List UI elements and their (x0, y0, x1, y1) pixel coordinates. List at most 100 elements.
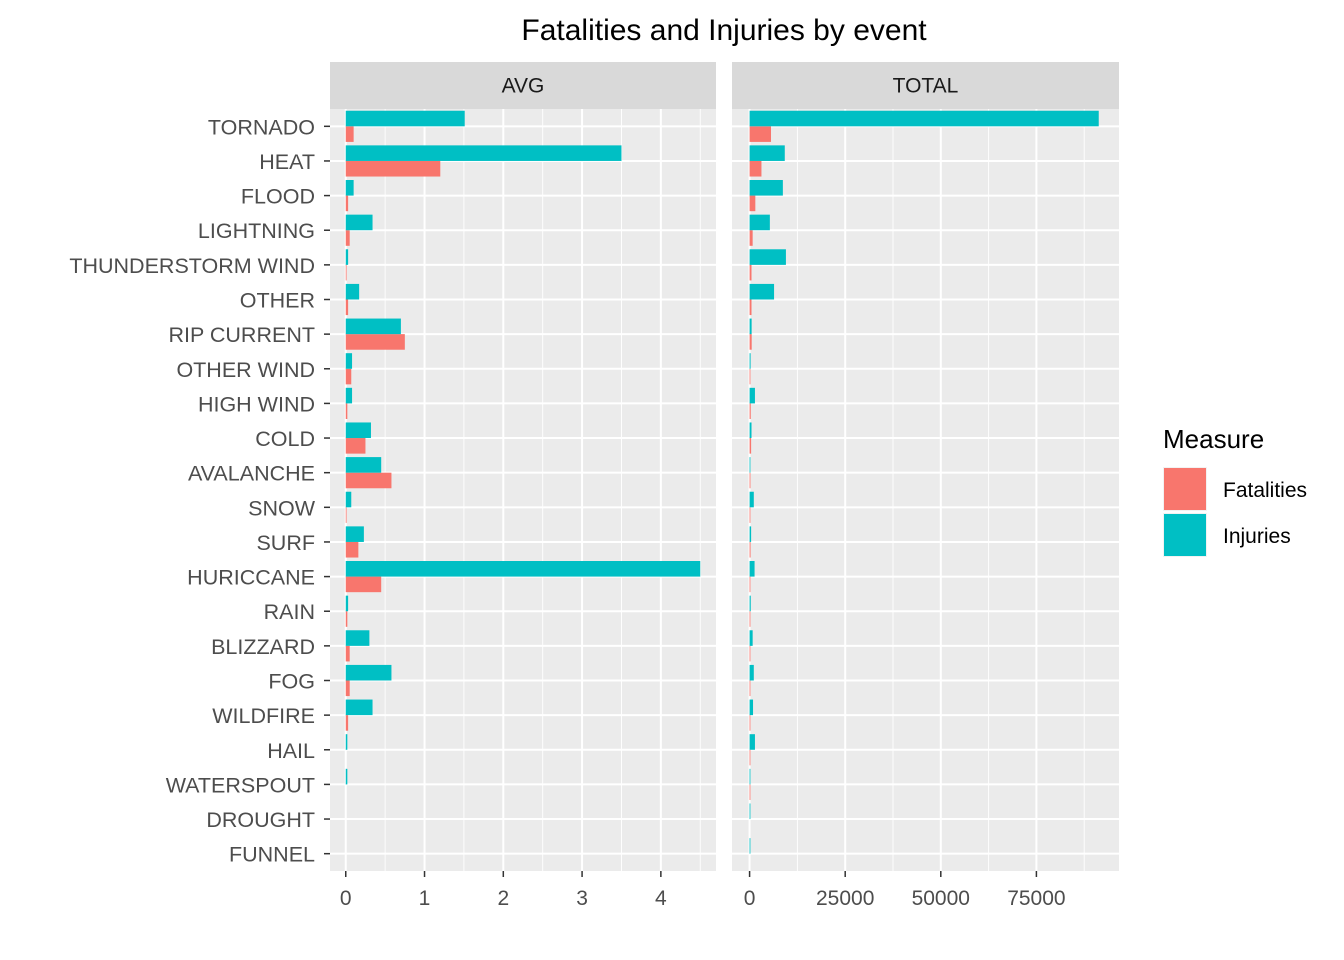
bar-fatalities-wildfire (345, 715, 349, 731)
bar-fatalities-flood (345, 195, 349, 212)
bar-injuries-waterspout (749, 768, 751, 785)
category-label: DROUGHT (206, 808, 315, 832)
category-label: SURF (256, 531, 315, 555)
bar-fatalities-rain (345, 611, 348, 627)
bar-fatalities-cold (749, 438, 752, 454)
bar-fatalities-snow (749, 507, 751, 523)
bar-injuries-heat (345, 145, 622, 161)
bar-injuries-other (749, 283, 775, 300)
category-label: AVALANCHE (188, 462, 315, 486)
bar-injuries-snow (345, 491, 352, 508)
bar-injuries-blizzard (345, 630, 370, 646)
bar-injuries-wildfire (749, 699, 754, 716)
bar-fatalities-blizzard (749, 645, 751, 662)
category-label: TORNADO (208, 115, 315, 139)
category-label: WILDFIRE (212, 704, 315, 728)
panel-total: TOTAL 0 25000 50000 75000 (732, 62, 1119, 910)
bar-fatalities-other-wind (749, 368, 751, 385)
bar-injuries-other (345, 283, 360, 300)
bar-fatalities-flood (749, 195, 756, 212)
category-axis: TORNADO HEAT FLOOD LIGHTNING THUNDERSTORM WI… (69, 115, 330, 867)
bar-injuries-hail (345, 734, 348, 750)
facet-strip (330, 62, 716, 109)
bar-fatalities-fog (345, 680, 350, 697)
bar-injuries-flood (749, 180, 783, 196)
category-label: HIGH WIND (198, 392, 315, 416)
category-label: RIP CURRENT (168, 323, 315, 347)
bar-fatalities-huriccane (749, 576, 751, 593)
bar-injuries-fog (749, 664, 754, 681)
bar-injuries-huriccane (749, 561, 755, 577)
facet-panels: AVG 0 1 2 3 4 TOTAL 0 25000 50000 75000 (330, 62, 1119, 910)
bar-injuries-surf (749, 526, 752, 542)
bar-injuries-thunderstorm-wind (345, 249, 349, 265)
category-label: RAIN (264, 600, 315, 624)
bar-injuries-cold (749, 422, 752, 439)
facet-strip-label: TOTAL (893, 75, 959, 98)
bar-fatalities-thunderstorm-wind (345, 264, 347, 281)
bar-fatalities-lightning (345, 230, 350, 246)
category-label: OTHER (240, 289, 315, 313)
bar-fatalities-other (345, 299, 349, 316)
bar-fatalities-heat (749, 160, 762, 177)
bar-injuries-rain (749, 595, 751, 612)
bar-injuries-lightning (345, 214, 373, 231)
bar-injuries-tornado (749, 110, 1099, 127)
panel-background (732, 109, 1119, 871)
bar-injuries-snow (749, 491, 754, 508)
bar-fatalities-tornado (345, 126, 354, 142)
category-label: FLOOD (241, 185, 315, 209)
panel-background (330, 109, 716, 871)
category-label: OTHER WIND (176, 358, 315, 382)
bar-injuries-wildfire (345, 699, 373, 716)
x-tick-label: 0 (744, 887, 756, 910)
legend-label-fatalities: Fatalities (1223, 479, 1307, 502)
category-label: FOG (268, 670, 315, 694)
facet-strip (732, 62, 1119, 109)
bar-fatalities-waterspout (749, 784, 751, 800)
bar-injuries-lightning (749, 214, 770, 231)
legend-label-injuries: Injuries (1223, 525, 1291, 548)
category-label: FUNNEL (229, 843, 315, 867)
bar-fatalities-other-wind (345, 368, 352, 385)
bar-fatalities-snow (345, 507, 347, 523)
legend-title: Measure (1163, 424, 1264, 454)
bar-fatalities-lightning (749, 230, 753, 246)
bar-fatalities-high-wind (749, 403, 751, 419)
bar-fatalities-hail (749, 749, 751, 766)
bar-fatalities-wildfire (749, 715, 751, 731)
bar-injuries-funnel (749, 838, 751, 854)
bar-fatalities-blizzard (345, 645, 350, 662)
bar-fatalities-other (749, 299, 752, 316)
x-tick-label: 75000 (1007, 887, 1065, 910)
bar-injuries-heat (749, 145, 785, 161)
bar-fatalities-heat (345, 160, 441, 177)
bar-fatalities-avalanche (345, 472, 392, 489)
facet-strip-label: AVG (502, 75, 545, 98)
category-label: HAIL (267, 739, 315, 763)
bar-fatalities-rip-current (749, 334, 752, 350)
bar-injuries-surf (345, 526, 364, 542)
bar-injuries-cold (345, 422, 371, 439)
category-label: HEAT (259, 150, 315, 174)
legend-swatch-fatalities (1164, 468, 1206, 510)
bar-injuries-waterspout (345, 768, 348, 785)
x-tick-label: 2 (497, 887, 509, 910)
bar-injuries-fog (345, 664, 392, 681)
bar-injuries-high-wind (749, 387, 755, 404)
bar-injuries-hail (749, 734, 755, 750)
category-label: COLD (255, 427, 315, 451)
bar-fatalities-fog (749, 680, 751, 697)
panel-avg: AVG 0 1 2 3 4 (330, 62, 716, 910)
bar-injuries-avalanche (345, 457, 382, 473)
legend-swatch-injuries (1164, 514, 1206, 556)
category-label: WATERSPOUT (166, 773, 315, 797)
category-label: HURICCANE (187, 566, 315, 590)
bar-injuries-other-wind (749, 353, 751, 369)
legend: Measure Fatalities Injuries (1163, 424, 1307, 557)
bar-fatalities-rain (749, 611, 751, 627)
x-tick-label: 3 (576, 887, 588, 910)
category-label: SNOW (248, 496, 316, 520)
bar-injuries-avalanche (749, 457, 751, 473)
bar-injuries-rip-current (749, 318, 752, 335)
